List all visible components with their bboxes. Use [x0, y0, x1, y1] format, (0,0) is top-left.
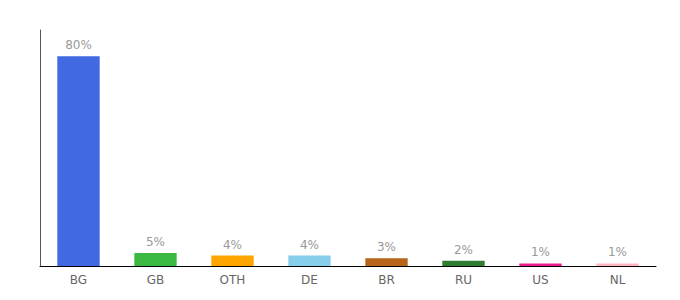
- svg-text:5%: 5%: [146, 235, 165, 249]
- svg-text:NL: NL: [610, 273, 626, 287]
- svg-text:1%: 1%: [608, 245, 627, 259]
- svg-text:2%: 2%: [454, 243, 473, 257]
- svg-text:DE: DE: [301, 273, 318, 287]
- svg-text:4%: 4%: [223, 238, 242, 252]
- svg-text:OTH: OTH: [220, 273, 246, 287]
- svg-text:1%: 1%: [531, 245, 550, 259]
- svg-text:GB: GB: [147, 273, 165, 287]
- svg-text:RU: RU: [455, 273, 472, 287]
- svg-text:BG: BG: [70, 273, 87, 287]
- svg-text:BR: BR: [378, 273, 395, 287]
- svg-text:3%: 3%: [377, 240, 396, 254]
- svg-text:US: US: [532, 273, 548, 287]
- svg-text:4%: 4%: [300, 238, 319, 252]
- svg-text:80%: 80%: [65, 38, 92, 52]
